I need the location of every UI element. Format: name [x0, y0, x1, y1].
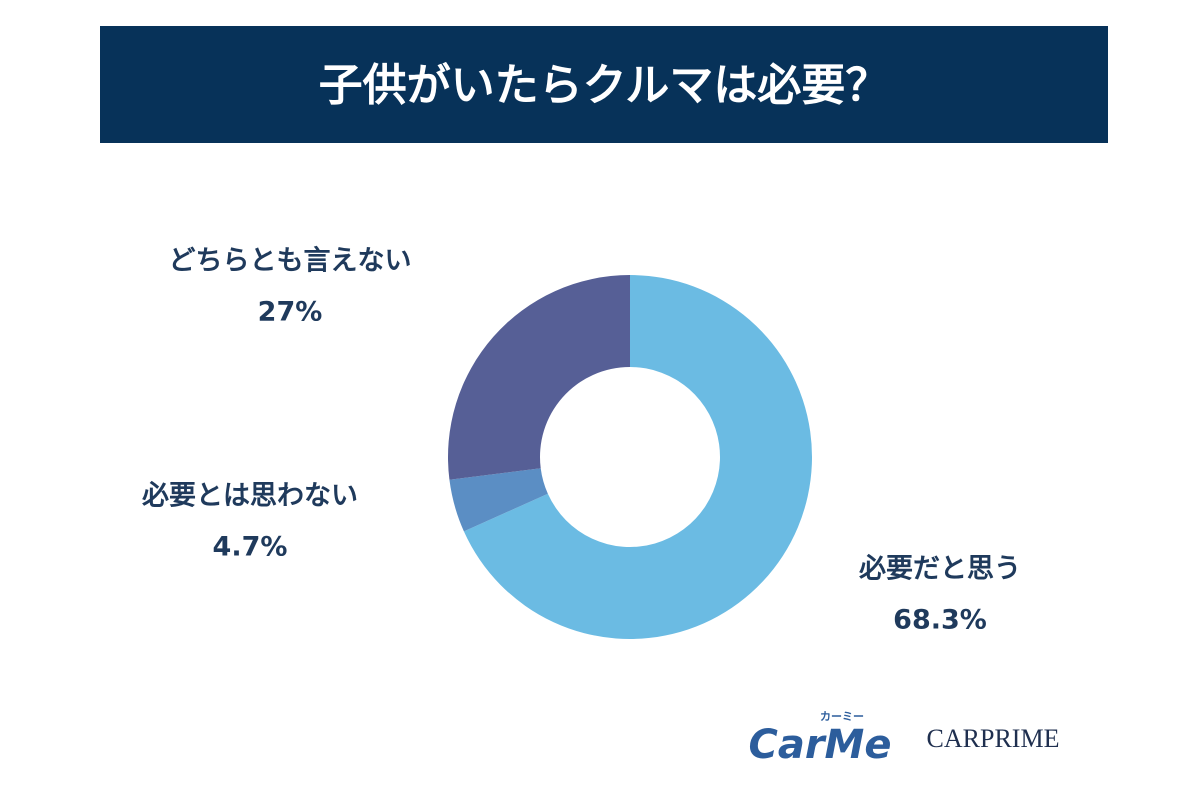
value-label: 68.3%: [893, 605, 987, 636]
value-label: 4.7%: [213, 532, 288, 563]
category-label: どちらとも言えない: [169, 246, 412, 277]
labels: 必要だと思う 68.3% 必要とは思わない 4.7% どちらとも言えない 27%: [142, 246, 1021, 636]
category-label: 必要とは思わない: [142, 481, 358, 512]
title-bar: [100, 26, 1108, 143]
carme-logo: CarMe: [748, 722, 891, 768]
carme-kana: カーミー: [820, 710, 864, 723]
chart-title: 子供がいたらクルマは必要？: [319, 60, 890, 111]
donut: [448, 275, 812, 640]
value-label: 27%: [258, 297, 323, 328]
donut-segment: [463, 275, 812, 640]
donut-segment: [449, 468, 548, 532]
carprime-logo: CARPRIME: [927, 724, 1060, 753]
donut-segment: [448, 275, 630, 480]
category-label: 必要だと思う: [859, 554, 1021, 585]
